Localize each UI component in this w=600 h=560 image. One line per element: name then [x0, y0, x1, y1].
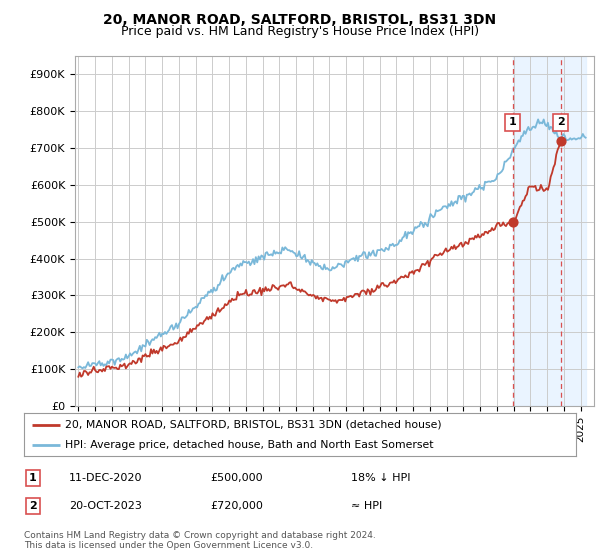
Text: 20-OCT-2023: 20-OCT-2023 — [69, 501, 142, 511]
Text: HPI: Average price, detached house, Bath and North East Somerset: HPI: Average price, detached house, Bath… — [65, 440, 434, 450]
Text: £720,000: £720,000 — [210, 501, 263, 511]
Text: £500,000: £500,000 — [210, 473, 263, 483]
Text: Price paid vs. HM Land Registry's House Price Index (HPI): Price paid vs. HM Land Registry's House … — [121, 25, 479, 38]
Point — [508, 217, 517, 226]
Text: ≈ HPI: ≈ HPI — [351, 501, 382, 511]
Point — [556, 136, 565, 145]
Text: 2: 2 — [557, 117, 565, 127]
Text: 1: 1 — [509, 117, 517, 127]
Text: 2: 2 — [29, 501, 37, 511]
Text: Contains HM Land Registry data © Crown copyright and database right 2024.
This d: Contains HM Land Registry data © Crown c… — [24, 531, 376, 550]
Bar — [512, 56, 586, 406]
Text: 20, MANOR ROAD, SALTFORD, BRISTOL, BS31 3DN (detached house): 20, MANOR ROAD, SALTFORD, BRISTOL, BS31 … — [65, 420, 442, 430]
Text: 1: 1 — [29, 473, 37, 483]
Text: 20, MANOR ROAD, SALTFORD, BRISTOL, BS31 3DN: 20, MANOR ROAD, SALTFORD, BRISTOL, BS31 … — [103, 13, 497, 27]
Text: 11-DEC-2020: 11-DEC-2020 — [69, 473, 143, 483]
Text: 18% ↓ HPI: 18% ↓ HPI — [351, 473, 410, 483]
